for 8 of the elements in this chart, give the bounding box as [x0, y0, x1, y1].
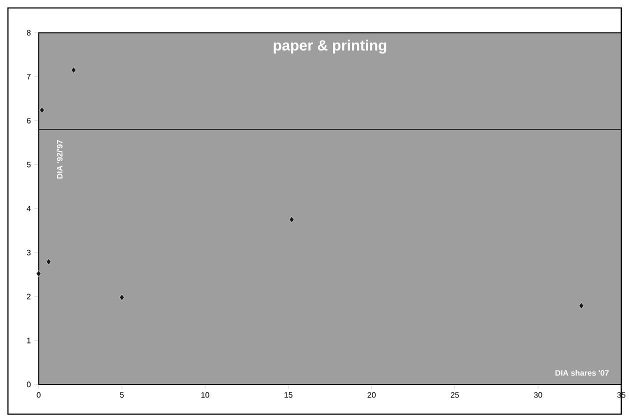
point — [119, 294, 124, 301]
point — [39, 106, 45, 114]
point — [46, 258, 52, 266]
point — [289, 216, 294, 223]
chart-title: paper & printing — [274, 40, 386, 54]
point — [71, 66, 76, 74]
point — [578, 302, 584, 310]
point — [36, 270, 42, 277]
